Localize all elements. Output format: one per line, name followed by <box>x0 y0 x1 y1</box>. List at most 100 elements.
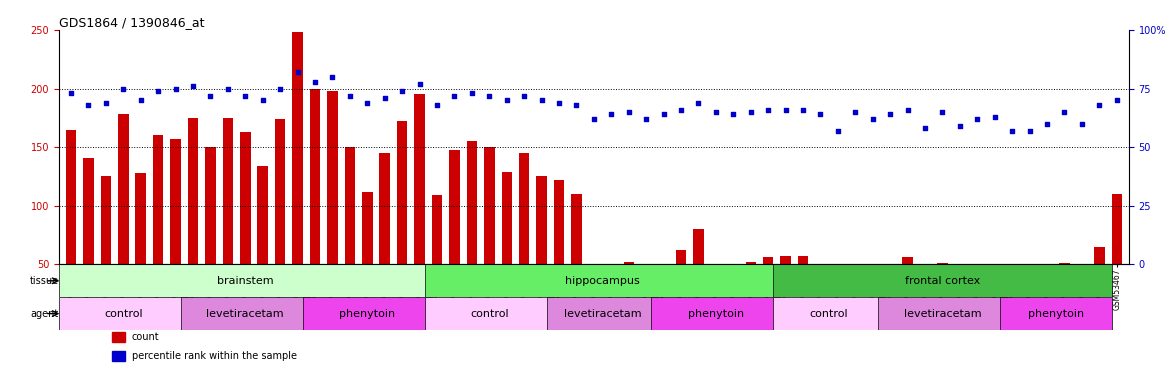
Bar <box>572 194 582 323</box>
Bar <box>1000 297 1111 330</box>
Point <box>898 106 917 112</box>
Point <box>863 116 882 122</box>
Bar <box>937 263 948 323</box>
Bar <box>485 147 495 323</box>
Point <box>602 111 621 117</box>
Bar <box>815 270 826 323</box>
Bar <box>414 94 425 323</box>
Text: levetiracetam: levetiracetam <box>903 309 981 319</box>
Point <box>916 125 935 132</box>
Bar <box>83 158 94 323</box>
Bar <box>222 118 233 323</box>
Bar <box>878 297 1007 330</box>
Point <box>549 100 568 106</box>
Point <box>79 102 98 108</box>
Point <box>1037 121 1056 127</box>
Point <box>219 86 238 92</box>
Bar <box>101 177 111 323</box>
Bar <box>188 118 199 323</box>
Text: frontal cortex: frontal cortex <box>904 276 980 286</box>
Bar <box>763 257 774 323</box>
Bar <box>589 280 599 323</box>
Bar <box>902 257 913 323</box>
Point <box>61 90 80 96</box>
Bar <box>240 132 250 323</box>
Point <box>759 106 777 112</box>
Point <box>950 123 969 129</box>
Point <box>375 95 394 101</box>
Point <box>114 86 133 92</box>
Bar <box>432 195 442 323</box>
Bar <box>1111 194 1122 323</box>
Point <box>288 69 307 75</box>
Point <box>724 111 743 117</box>
Point <box>323 74 342 80</box>
Bar <box>467 141 477 323</box>
Bar <box>868 272 878 323</box>
Bar <box>59 297 188 330</box>
Point <box>393 88 412 94</box>
Text: brainstem: brainstem <box>218 276 274 286</box>
Point <box>166 86 185 92</box>
Point <box>794 106 813 112</box>
Bar <box>66 130 76 323</box>
Text: phenytoin: phenytoin <box>688 309 744 319</box>
Bar <box>641 280 652 323</box>
Point <box>462 90 481 96</box>
Text: hippocampus: hippocampus <box>566 276 640 286</box>
Text: levetiracetam: levetiracetam <box>207 309 285 319</box>
Text: control: control <box>470 309 508 319</box>
Bar <box>920 303 930 323</box>
Point <box>776 106 795 112</box>
Text: agent: agent <box>31 309 59 319</box>
Point <box>533 98 552 104</box>
Bar <box>774 297 886 330</box>
Bar <box>676 251 687 323</box>
Bar <box>886 270 895 323</box>
Bar <box>850 264 861 323</box>
Bar <box>380 153 390 323</box>
Bar <box>1060 263 1070 323</box>
Text: levetiracetam: levetiracetam <box>563 309 641 319</box>
Bar <box>362 192 373 323</box>
Bar <box>774 264 1111 297</box>
Bar <box>797 256 808 323</box>
Point <box>1021 128 1040 134</box>
Point <box>445 93 463 99</box>
Point <box>515 93 534 99</box>
Bar <box>955 300 965 323</box>
Text: count: count <box>132 332 159 342</box>
Bar <box>449 150 460 323</box>
Text: percentile rank within the sample: percentile rank within the sample <box>132 351 296 361</box>
Bar <box>973 291 983 323</box>
Point <box>584 116 603 122</box>
Bar <box>1042 298 1053 323</box>
Point <box>410 81 429 87</box>
Bar <box>693 229 703 323</box>
Bar <box>659 268 669 323</box>
Bar <box>327 91 338 323</box>
Point <box>811 111 830 117</box>
Point <box>428 102 447 108</box>
Point <box>567 102 586 108</box>
Point <box>1003 128 1022 134</box>
Bar <box>118 114 128 323</box>
Bar <box>425 297 554 330</box>
Bar <box>275 119 286 323</box>
Bar <box>536 177 547 323</box>
Point <box>480 93 499 99</box>
Text: tissue: tissue <box>29 276 59 286</box>
Bar <box>746 262 756 323</box>
Bar <box>302 297 432 330</box>
Bar <box>989 288 1000 323</box>
Bar <box>171 139 181 323</box>
Bar <box>652 297 781 330</box>
Point <box>236 93 255 99</box>
Bar <box>425 264 781 297</box>
Bar <box>1024 304 1035 323</box>
Point <box>341 93 360 99</box>
Bar <box>113 351 125 361</box>
Point <box>132 98 151 104</box>
Bar <box>519 153 529 323</box>
Bar <box>623 262 634 323</box>
